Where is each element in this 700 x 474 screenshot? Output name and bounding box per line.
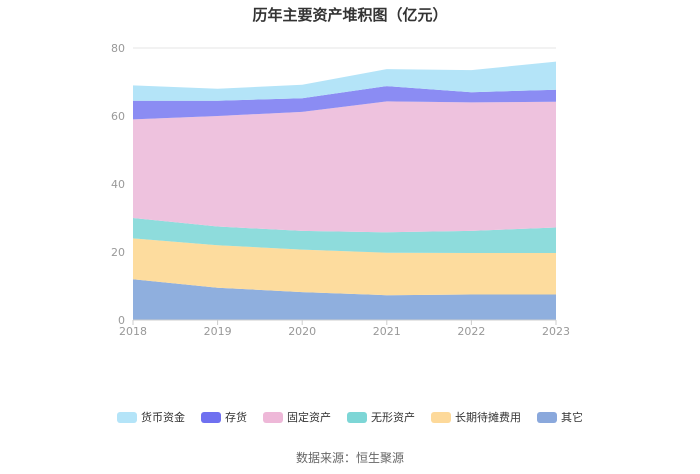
legend-label: 货币资金 bbox=[141, 411, 185, 424]
legend-label: 其它 bbox=[561, 411, 583, 424]
area-固定资产 bbox=[133, 101, 556, 233]
legend-item[interactable]: 固定资产 bbox=[263, 409, 331, 425]
legend-item[interactable]: 存货 bbox=[201, 409, 247, 425]
legend-label: 长期待摊费用 bbox=[455, 411, 521, 424]
x-tick-label: 2021 bbox=[373, 325, 401, 338]
legend-swatch bbox=[537, 411, 557, 423]
source-note: 数据来源：恒生聚源 bbox=[295, 451, 404, 465]
area-长期待摊费用 bbox=[133, 238, 556, 296]
area-其它 bbox=[133, 279, 556, 320]
legend-swatch bbox=[263, 411, 283, 423]
legend-item[interactable]: 无形资产 bbox=[347, 409, 415, 425]
area-货币资金 bbox=[133, 61, 556, 101]
legend-item[interactable]: 其它 bbox=[537, 409, 583, 425]
legend-item[interactable]: 长期待摊费用 bbox=[431, 409, 521, 425]
legend-swatch bbox=[201, 411, 221, 423]
legend-swatch bbox=[431, 411, 451, 423]
legend-label: 固定资产 bbox=[287, 411, 331, 424]
legend-label: 存货 bbox=[225, 411, 247, 424]
legend-swatch bbox=[117, 411, 137, 423]
area-无形资产 bbox=[133, 218, 556, 253]
y-tick-label: 0 bbox=[118, 314, 125, 327]
chart-title: 历年主要资产堆积图（亿元） bbox=[252, 6, 448, 24]
legend-label: 无形资产 bbox=[371, 411, 415, 424]
y-tick-label: 60 bbox=[111, 110, 125, 123]
x-tick-label: 2019 bbox=[204, 325, 232, 338]
area-存货 bbox=[133, 86, 556, 120]
x-tick-label: 2020 bbox=[288, 325, 316, 338]
y-tick-label: 80 bbox=[111, 42, 125, 55]
y-tick-label: 20 bbox=[111, 246, 125, 259]
x-axis: 2018 2019 2020 2021 2022 2023 bbox=[119, 319, 570, 338]
area-series bbox=[133, 61, 556, 320]
y-tick-label: 40 bbox=[111, 178, 125, 191]
legend-swatch bbox=[347, 411, 367, 423]
legend: 货币资金 存货 固定资产 无形资产 长期待摊费用 其它 bbox=[0, 409, 700, 425]
legend-item[interactable]: 货币资金 bbox=[117, 409, 185, 425]
y-axis: 0 20 40 60 80 bbox=[111, 42, 125, 327]
x-tick-label: 2018 bbox=[119, 325, 147, 338]
x-tick-label: 2022 bbox=[457, 325, 485, 338]
x-tick-label: 2023 bbox=[542, 325, 570, 338]
